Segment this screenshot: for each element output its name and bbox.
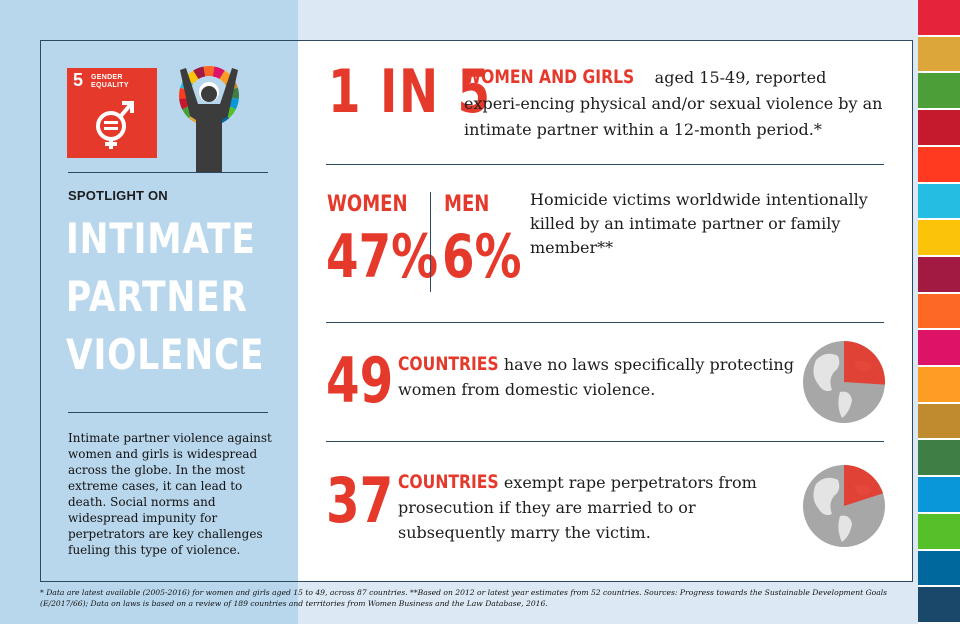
footnote: * Data are latest available (2005-2016) …	[40, 588, 888, 608]
stat3-description: COUNTRIES have no laws specifically prot…	[398, 352, 798, 402]
stat4-text: exempt rape perpetrators from prosecutio…	[398, 473, 757, 542]
halo-segment	[203, 66, 215, 77]
color-stripe	[918, 587, 960, 624]
divider-2	[326, 322, 884, 323]
stat3-figure: 49	[326, 344, 394, 417]
color-stripe	[918, 513, 960, 551]
intro-paragraph: Intimate partner violence against women …	[68, 431, 272, 557]
stat1-text: aged 15-49, reported experi-encing physi…	[464, 68, 883, 139]
globe-pie-icon-37	[803, 465, 885, 547]
color-stripe	[918, 367, 960, 404]
stat3-text: have no laws specifically protecting wom…	[398, 355, 794, 399]
halo-segment	[212, 66, 225, 79]
stat1-figure: 1 IN 5	[328, 57, 492, 127]
title-line-3: VIOLENCE	[66, 330, 265, 379]
color-stripe	[918, 330, 960, 368]
color-stripe	[918, 0, 960, 37]
stat4-description: COUNTRIES exempt rape perpetrators from …	[398, 470, 798, 545]
divider-vertical	[430, 192, 431, 292]
color-stripe	[918, 183, 960, 221]
color-stripe	[918, 440, 960, 478]
stat1-description: WOMEN AND GIRLS aged 15-49, reported exp…	[464, 64, 884, 143]
gender-equality-icon	[96, 101, 134, 149]
divider-left-bottom	[68, 412, 268, 413]
color-stripe	[918, 403, 960, 441]
title-line-1: INTIMATE	[66, 214, 256, 263]
color-stripe	[918, 36, 960, 74]
globe-pie-icon-49	[803, 341, 885, 423]
color-stripe	[918, 477, 960, 514]
halo-segment	[185, 70, 199, 84]
sdg-label-line2: EQUALITY	[91, 82, 129, 89]
sdg-number: 5	[73, 70, 84, 90]
page-title: INTIMATE PARTNER VIOLENCE	[66, 210, 265, 384]
halo-segment	[193, 66, 206, 79]
stat3-highlight: COUNTRIES	[398, 353, 499, 375]
color-stripe	[918, 73, 960, 111]
men-percentage: 6%	[442, 222, 522, 292]
stat2-description: Homicide victims worldwide intentionally…	[530, 190, 868, 257]
color-stripe	[918, 293, 960, 331]
spotlight-label: SPOTLIGHT ON	[68, 188, 168, 203]
men-label: MEN	[444, 192, 490, 217]
sdg-label-line1: GENDER	[91, 74, 123, 81]
women-percentage: 47%	[326, 222, 439, 292]
color-stripe	[918, 220, 960, 257]
divider-left-top	[68, 172, 268, 173]
color-stripe	[918, 256, 960, 294]
sdg-5-badge: 5 GENDER EQUALITY	[67, 68, 157, 158]
sdg-color-stripes	[918, 0, 960, 624]
stat4-figure: 37	[326, 464, 394, 537]
color-stripe	[918, 550, 960, 588]
divider-3	[326, 441, 884, 442]
color-stripe	[918, 146, 960, 184]
raised-arms-figure-icon	[179, 66, 239, 172]
women-label: WOMEN	[327, 192, 408, 217]
sdg-label: GENDER EQUALITY	[91, 74, 129, 90]
title-line-2: PARTNER	[66, 272, 248, 321]
halo-segment	[219, 70, 233, 84]
stat1-highlight: WOMEN AND GIRLS	[464, 66, 635, 88]
divider-1	[326, 164, 884, 165]
stat4-highlight: COUNTRIES	[398, 471, 499, 493]
color-stripe	[918, 110, 960, 147]
